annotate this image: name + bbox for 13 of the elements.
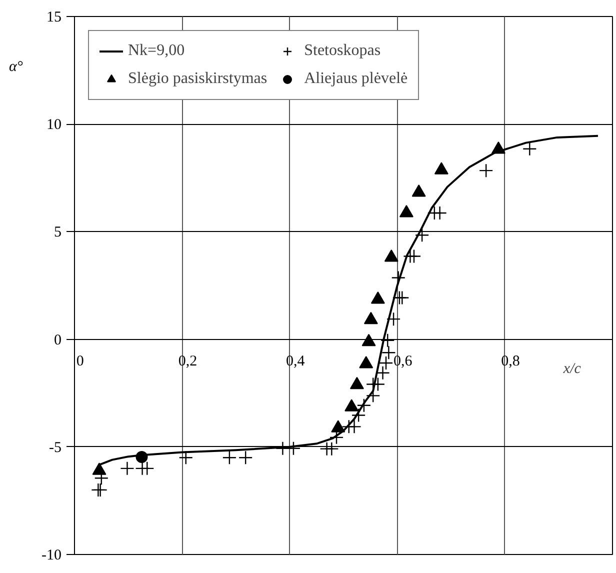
y-tick-label: -5 [49, 440, 62, 456]
y-tick-label: 5 [54, 224, 62, 241]
legend-label: Stetoskopas [304, 42, 381, 60]
y-tick-label: -10 [42, 548, 62, 564]
legend-label: Nk=9,00 [128, 42, 185, 60]
y-tick-label: 0 [54, 332, 62, 348]
x-axis-title: x/c [562, 360, 582, 377]
legend-label: Aliejaus plėvelė [304, 70, 408, 88]
y-axis-title: α° [9, 58, 23, 77]
y-tick-label: 10 [46, 117, 62, 134]
legend-label: Slėgio pasiskirstymas [128, 70, 268, 88]
y-tick-label: 15 [46, 10, 62, 26]
x-tick-label: 0 [65, 353, 84, 370]
